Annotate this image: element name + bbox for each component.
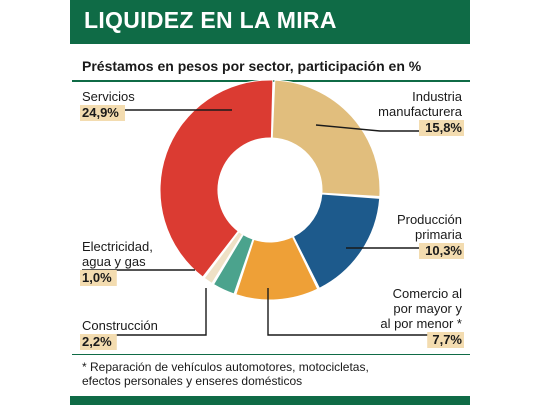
chart-subtitle: Préstamos en pesos por sector, participa… [82,58,422,74]
footnote-line-2: efectos personales y enseres domésticos [82,374,303,388]
pie-slice-2 [235,236,319,301]
pie-slice-3 [212,233,254,295]
slice-name-1-1: primaria [415,227,463,242]
leader-line-3 [82,288,207,336]
slice-name-5-0: Servicios [82,89,135,104]
pie-slice-5 [159,79,274,278]
page-title: LIQUIDEZ EN LA MIRA [84,7,337,33]
slice-name-2-2: al por menor * [380,316,462,331]
slice-name-4-1: agua y gas [82,254,146,269]
slice-name-3-0: Construcción [82,318,158,333]
slice-value-4: 1,0% [82,270,112,285]
value-bg-3 [80,334,117,350]
pie-slice-1 [292,193,381,289]
donut-hole [219,139,321,241]
footnote: * Reparación de vehículos automotores, m… [82,360,462,388]
value-bg-2 [427,332,464,348]
slice-name-4-0: Electricidad, [82,239,153,254]
slice-name-2-1: por mayor y [393,301,462,316]
slice-name-0-0: Industria [412,89,463,104]
slice-value-1: 10,3% [425,243,462,258]
value-bg-4 [80,270,117,286]
slice-name-0-1: manufacturera [378,104,463,119]
pie-slice-4 [203,231,244,285]
value-bg-1 [419,243,464,259]
slice-name-1-0: Producción [397,212,462,227]
slice-name-2-0: Comercio al [393,286,462,301]
slice-value-0: 15,8% [425,120,462,135]
footer-bar [70,396,470,405]
slice-value-5: 24,9% [82,105,119,120]
slice-value-2: 7,7% [432,332,462,347]
pie-slice-0 [271,79,381,198]
leader-line-2 [267,288,462,336]
slice-value-3: 2,2% [82,334,112,349]
value-bg-5 [80,105,125,121]
footer-rule [72,354,470,355]
header-bar: LIQUIDEZ EN LA MIRA [70,0,470,44]
value-bg-0 [419,120,464,136]
footnote-line-1: * Reparación de vehículos automotores, m… [82,360,369,374]
